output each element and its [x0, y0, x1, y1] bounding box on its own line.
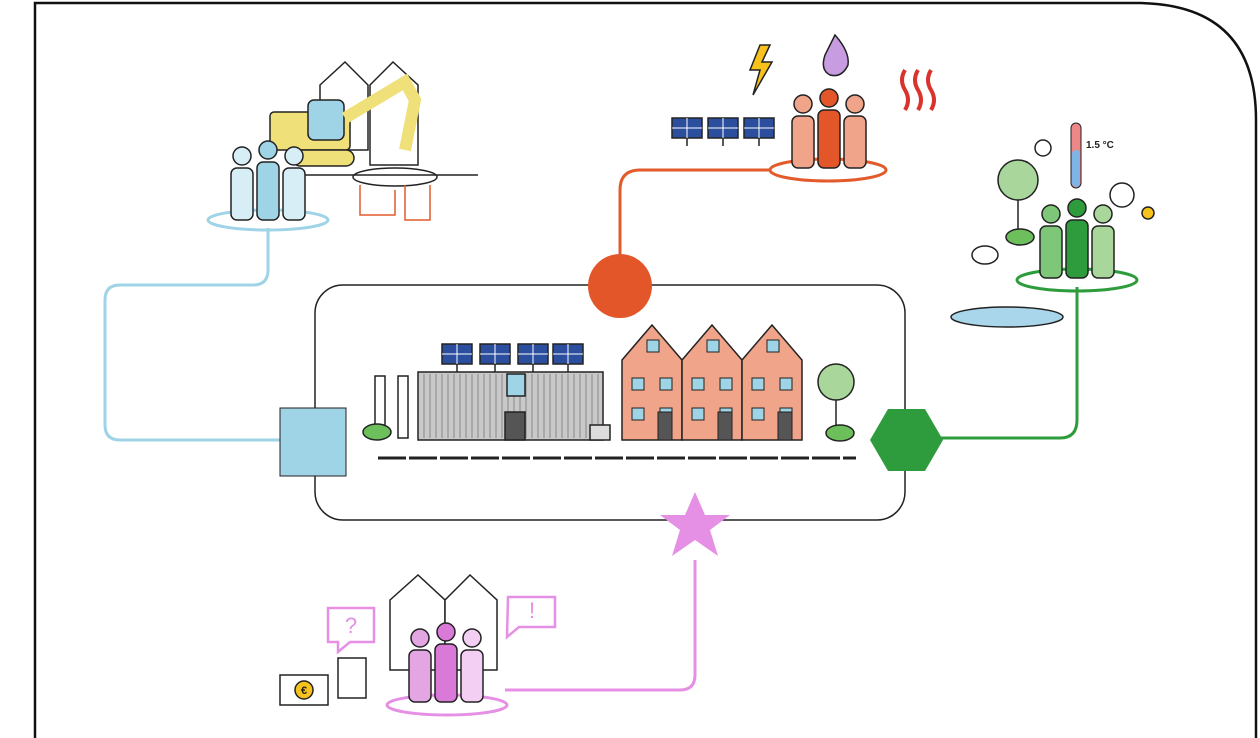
window: [752, 378, 764, 390]
person-head: [794, 95, 812, 113]
shrub: [826, 425, 854, 441]
person-head: [1042, 205, 1060, 223]
person-body: [461, 650, 483, 702]
person-head: [259, 141, 277, 159]
window: [720, 378, 732, 390]
person-body: [818, 110, 840, 168]
exclamation-mark: !: [529, 598, 535, 623]
window: [692, 378, 704, 390]
window: [692, 408, 704, 420]
door: [658, 412, 672, 440]
person-body: [844, 116, 866, 168]
person-body: [1092, 226, 1114, 278]
person-head: [463, 629, 481, 647]
people: [231, 141, 305, 220]
person-head: [285, 147, 303, 165]
person-body: [231, 168, 253, 220]
person-body: [435, 644, 457, 702]
person-body: [792, 116, 814, 168]
window: [632, 408, 644, 420]
people: [1040, 199, 1114, 278]
person-head: [820, 89, 838, 107]
person-head: [1068, 199, 1086, 217]
window: [632, 378, 644, 390]
illustration: 1.5 °C ? ! €: [0, 0, 1260, 738]
window: [767, 340, 779, 352]
person-body: [1066, 220, 1088, 278]
person-head: [1094, 205, 1112, 223]
orange-circle: [588, 254, 652, 318]
nature-scene: 1.5 °C: [951, 123, 1154, 327]
person-head: [437, 623, 455, 641]
door: [778, 412, 792, 440]
person-body: [283, 168, 305, 220]
blue-connector: [105, 228, 282, 440]
person-body: [257, 162, 279, 220]
window: [707, 340, 719, 352]
question-mark: ?: [345, 613, 357, 638]
temperature-label: 1.5 °C: [1086, 140, 1114, 151]
people: [409, 623, 483, 702]
blue-square: [280, 408, 346, 476]
person-body: [409, 650, 431, 702]
tree: [818, 364, 854, 400]
euro-sign: €: [301, 685, 307, 697]
page: 1.5 °C ? ! € (() => { const data = JSON.…: [0, 0, 1260, 738]
pink-connector: [505, 560, 695, 690]
window: [660, 378, 672, 390]
row-houses: [622, 325, 802, 440]
window: [752, 408, 764, 420]
person-body: [1040, 226, 1062, 278]
orange-connector: [620, 170, 770, 255]
person-head: [233, 147, 251, 165]
window: [647, 340, 659, 352]
window: [780, 378, 792, 390]
person-head: [411, 629, 429, 647]
door: [718, 412, 732, 440]
shrub: [363, 424, 391, 440]
person-head: [846, 95, 864, 113]
people: [792, 89, 866, 168]
